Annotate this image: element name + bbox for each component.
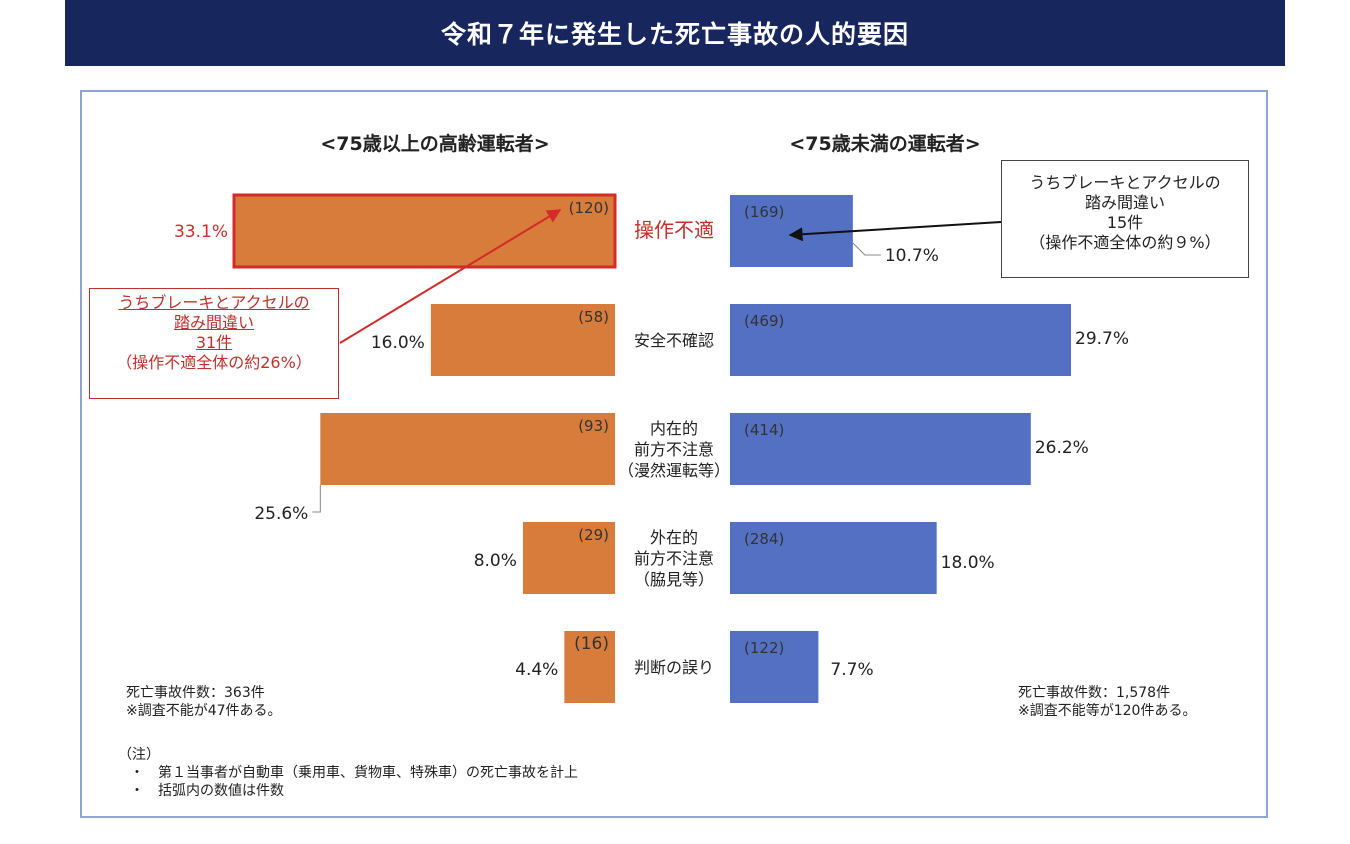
callout-left-line3: 31件 [195,333,233,352]
callout-right-line4: （操作不適全体の約９%） [1029,233,1221,252]
callout-right-line2: 踏み間違い [1084,193,1165,212]
left-count-label: (16) [574,634,609,654]
right-total-note: 死亡事故件数：1,578件 ※調査不能等が120件ある。 [1018,684,1196,720]
right-count-label: (414) [744,421,784,439]
right-leader-line [852,242,881,256]
left-percent-label: 4.4% [515,660,558,680]
right-panel-title: <75歳未満の運転者> [789,132,980,155]
right-percent-label: 10.7% [885,246,939,266]
right-callout-arrow [788,221,1002,242]
left-panel-title: <75歳以上の高齢運転者> [320,132,549,155]
left-total-note: 死亡事故件数：363件 ※調査不能が47件ある。 [126,684,282,720]
callout-right-line3: 15件 [1106,213,1144,232]
left-bar [320,413,615,485]
left-count-label: (58) [578,308,609,326]
left-percent-label: 8.0% [474,551,517,571]
left-count-label: (29) [578,526,609,544]
category-label: （脇見等） [634,570,714,589]
right-percent-label: 29.7% [1075,329,1129,349]
callout-left-line4: （操作不適全体の約26%） [116,353,312,372]
left-bar [564,631,615,703]
right-unknown: ※調査不能等が120件ある。 [1018,703,1197,719]
footnote-head: （注） [118,747,160,763]
category-label: 前方不注意 [634,440,714,459]
left-total: 死亡事故件数：363件 [126,685,265,701]
category-label: 外在的 [650,528,698,547]
right-bar [730,413,1031,485]
left-callout-arrow [339,209,562,344]
category-label: 前方不注意 [634,549,714,568]
left-unknown: ※調査不能が47件ある。 [126,703,282,719]
left-bar [232,193,617,269]
chart-frame [80,90,1268,818]
right-percent-label: 26.2% [1035,438,1089,458]
left-bar [430,304,615,376]
right-bar [730,522,937,594]
callout-left-line1: うちブレーキとアクセルの [118,293,310,312]
callout-left-line2: 踏み間違い [173,313,254,332]
category-label: 安全不確認 [634,331,714,350]
right-bar [730,631,819,703]
left-percent-label: 16.0% [371,333,425,353]
left-count-label: (93) [578,417,609,435]
right-count-label: (122) [744,639,784,657]
category-label: 判断の誤り [634,658,714,677]
footnote-2: ・ 括弧内の数値は件数 [130,783,284,799]
right-count-label: (169) [744,203,784,221]
left-leader-line [312,485,321,513]
left-percent-label: 33.1% [174,222,228,242]
callout-right-line1: うちブレーキとアクセルの [1029,173,1221,192]
callout-left-pedal-error: うちブレーキとアクセルの 踏み間違い 31件 （操作不適全体の約26%） [89,288,339,399]
category-label: 内在的 [650,419,698,438]
category-label: （漫然運転等） [618,461,730,480]
callout-right-pedal-error: うちブレーキとアクセルの 踏み間違い 15件 （操作不適全体の約９%） [1001,160,1249,278]
right-bar [730,304,1071,376]
right-total: 死亡事故件数：1,578件 [1018,685,1171,701]
page-title: 令和７年に発生した死亡事故の人的要因 [65,0,1285,66]
left-percent-label: 25.6% [254,504,308,524]
footnotes: （注） ・ 第１当事者が自動車（乗用車、貨物車、特殊車）の死亡事故を計上 ・ 括… [118,746,578,800]
left-count-label: (120) [569,199,609,217]
category-label: 操作不適 [634,218,714,242]
right-count-label: (284) [744,530,784,548]
left-bar [522,522,615,594]
footnote-1: ・ 第１当事者が自動車（乗用車、貨物車、特殊車）の死亡事故を計上 [130,765,578,781]
right-percent-label: 18.0% [941,553,995,573]
right-count-label: (469) [744,312,784,330]
right-percent-label: 7.7% [830,660,873,680]
